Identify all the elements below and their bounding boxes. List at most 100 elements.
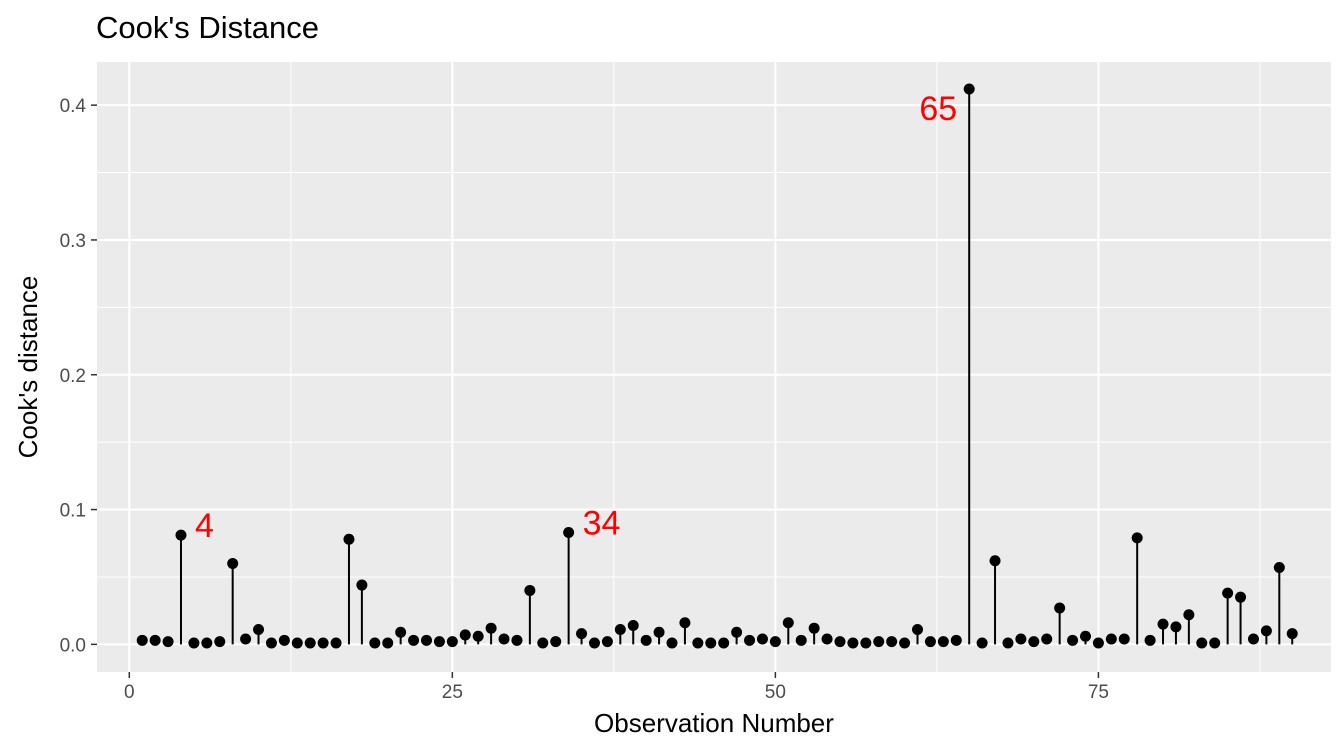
y-axis: 0.0 0.1 0.2 0.3 0.4 <box>60 96 97 656</box>
y-tick-label: 0.4 <box>60 96 87 117</box>
data-point <box>976 637 988 649</box>
data-point <box>563 526 575 538</box>
x-tick-label: 75 <box>1088 682 1109 703</box>
data-point <box>808 622 820 634</box>
data-point <box>950 634 962 646</box>
x-tick-label: 0 <box>124 682 135 703</box>
data-point <box>330 637 342 649</box>
data-point <box>1002 637 1014 649</box>
data-point <box>679 617 691 629</box>
data-point <box>640 634 652 646</box>
point-annotations: 4 34 65 <box>195 90 957 545</box>
data-point <box>537 637 549 649</box>
y-tick-label: 0.3 <box>60 231 86 252</box>
data-point <box>343 533 355 545</box>
data-point <box>188 637 200 649</box>
data-point <box>588 637 600 649</box>
data-point <box>1067 634 1079 646</box>
data-point <box>291 637 303 649</box>
data-point <box>1079 630 1091 642</box>
data-point <box>1183 609 1195 621</box>
data-point <box>1157 618 1169 630</box>
data-point <box>382 637 394 649</box>
data-point <box>653 626 665 638</box>
data-points <box>136 83 1298 649</box>
data-point <box>317 637 329 649</box>
data-point <box>498 633 510 645</box>
data-point <box>937 636 949 648</box>
data-point <box>1196 637 1208 649</box>
data-point <box>472 630 484 642</box>
minor-gridlines <box>97 62 1331 672</box>
data-point <box>227 557 239 569</box>
data-point <box>756 633 768 645</box>
y-tick-label: 0.0 <box>60 635 86 656</box>
data-point <box>511 634 523 646</box>
x-tick-label: 25 <box>442 682 463 703</box>
data-point <box>240 633 252 645</box>
data-point <box>433 636 445 648</box>
data-point <box>769 636 781 648</box>
data-point <box>601 636 613 648</box>
y-tick-label: 0.2 <box>60 366 86 387</box>
data-point <box>1235 591 1247 603</box>
data-point <box>886 636 898 648</box>
data-point <box>162 636 174 648</box>
data-point <box>149 634 161 646</box>
data-point <box>692 637 704 649</box>
data-point <box>446 636 458 648</box>
data-point <box>175 529 187 541</box>
data-point <box>1131 532 1143 544</box>
data-point <box>1247 633 1259 645</box>
data-point <box>963 83 975 95</box>
data-point <box>847 637 859 649</box>
data-point <box>705 637 717 649</box>
data-point <box>395 626 407 638</box>
data-point <box>1041 633 1053 645</box>
data-point <box>718 637 730 649</box>
y-tick-label: 0.1 <box>60 501 86 522</box>
data-point <box>627 619 639 631</box>
data-point <box>834 636 846 648</box>
point-annotation: 65 <box>919 90 957 128</box>
data-point <box>136 634 148 646</box>
data-point <box>524 584 536 596</box>
x-axis-title: Observation Number <box>594 708 834 738</box>
data-point <box>860 637 872 649</box>
data-point <box>304 637 316 649</box>
data-point <box>1260 625 1272 637</box>
data-point <box>576 628 588 640</box>
y-axis-title: Cook's distance <box>13 276 43 459</box>
data-point <box>795 634 807 646</box>
data-point <box>1015 633 1027 645</box>
data-point <box>265 637 277 649</box>
data-point <box>666 637 678 649</box>
data-point <box>1286 628 1298 640</box>
data-point <box>253 624 265 636</box>
data-point <box>744 634 756 646</box>
major-gridlines <box>97 62 1331 672</box>
data-point <box>356 579 368 591</box>
data-point <box>1118 633 1130 645</box>
data-point <box>550 636 562 648</box>
data-point <box>408 634 420 646</box>
data-point <box>1028 636 1040 648</box>
data-point <box>731 626 743 638</box>
data-point <box>278 634 290 646</box>
data-point <box>912 624 924 636</box>
data-point <box>1105 633 1117 645</box>
data-point <box>214 636 226 648</box>
data-point <box>485 622 497 634</box>
chart-title: Cook's Distance <box>96 10 320 45</box>
data-point <box>924 636 936 648</box>
data-point <box>369 637 381 649</box>
data-point <box>1273 562 1285 574</box>
point-annotation: 4 <box>195 507 214 545</box>
data-point <box>1222 587 1234 599</box>
data-point <box>201 637 213 649</box>
data-point <box>782 617 794 629</box>
data-point <box>1209 637 1221 649</box>
data-point <box>1092 637 1104 649</box>
x-tick-label: 50 <box>765 682 786 703</box>
